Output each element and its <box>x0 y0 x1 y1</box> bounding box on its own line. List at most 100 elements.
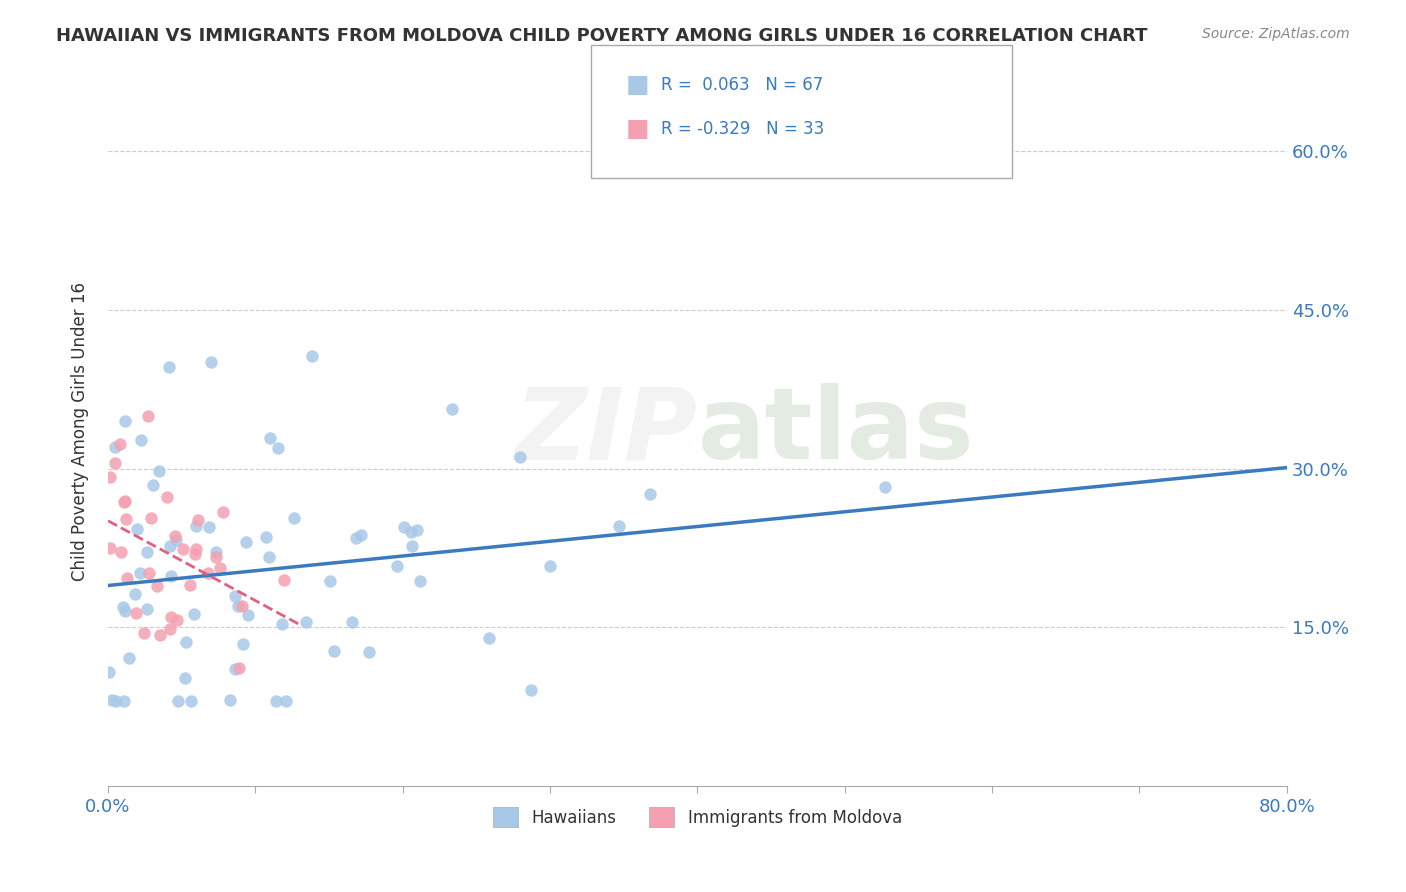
Point <box>520 682 543 697</box>
Point <box>134 625 156 640</box>
Point <box>264 694 287 708</box>
Point <box>183 547 205 561</box>
Point <box>232 637 254 651</box>
Text: atlas: atlas <box>697 383 974 480</box>
Point <box>406 523 429 537</box>
Point <box>139 510 162 524</box>
Point <box>342 615 364 629</box>
Point <box>346 531 368 545</box>
Point <box>184 541 207 556</box>
Point <box>112 694 135 708</box>
Point <box>271 616 294 631</box>
Point <box>187 513 209 527</box>
Point <box>274 694 297 708</box>
Point <box>205 549 228 564</box>
Point <box>259 431 281 445</box>
Point <box>197 566 219 580</box>
Point <box>267 441 290 455</box>
Point <box>228 599 250 613</box>
Point <box>114 604 136 618</box>
Point <box>238 608 260 623</box>
Point <box>166 614 188 628</box>
Point <box>115 511 138 525</box>
Point <box>478 631 501 645</box>
Point <box>128 566 150 580</box>
Point <box>97 665 120 679</box>
Point <box>165 533 187 548</box>
Point <box>104 440 127 454</box>
Point <box>160 569 183 583</box>
Point <box>129 433 152 447</box>
Point <box>399 525 422 540</box>
Text: ZIP: ZIP <box>515 383 697 480</box>
Point <box>204 545 226 559</box>
Y-axis label: Child Poverty Among Girls Under 16: Child Poverty Among Girls Under 16 <box>72 282 89 581</box>
Point <box>231 599 253 614</box>
Point <box>184 519 207 533</box>
Legend: Hawaiians, Immigrants from Moldova: Hawaiians, Immigrants from Moldova <box>486 800 908 834</box>
Point <box>228 660 250 674</box>
Point <box>104 456 127 470</box>
Point <box>136 545 159 559</box>
Point <box>114 414 136 428</box>
Point <box>538 559 561 574</box>
Point <box>166 694 188 708</box>
Point <box>183 607 205 621</box>
Text: HAWAIIAN VS IMMIGRANTS FROM MOLDOVA CHILD POVERTY AMONG GIRLS UNDER 16 CORRELATI: HAWAIIAN VS IMMIGRANTS FROM MOLDOVA CHIL… <box>56 27 1147 45</box>
Point <box>607 519 630 533</box>
Point <box>100 693 122 707</box>
Point <box>401 539 423 553</box>
Point <box>118 650 141 665</box>
Point <box>159 622 181 636</box>
Point <box>283 511 305 525</box>
Point <box>180 694 202 708</box>
Point <box>440 402 463 417</box>
Point <box>200 354 222 368</box>
Point <box>224 589 246 603</box>
Point <box>318 574 340 588</box>
Point <box>172 542 194 557</box>
Point <box>156 490 179 504</box>
Point <box>273 574 295 588</box>
Point <box>108 437 131 451</box>
Point <box>301 349 323 363</box>
Point <box>111 600 134 615</box>
Text: ■: ■ <box>626 118 650 141</box>
Point <box>295 615 318 629</box>
Point <box>138 566 160 580</box>
Point <box>409 574 432 588</box>
Point <box>323 643 346 657</box>
Point <box>212 505 235 519</box>
Point <box>159 539 181 553</box>
Text: Source: ZipAtlas.com: Source: ZipAtlas.com <box>1202 27 1350 41</box>
Point <box>160 609 183 624</box>
Point <box>148 464 170 478</box>
Text: R =  0.063   N = 67: R = 0.063 N = 67 <box>661 76 823 94</box>
Point <box>110 544 132 558</box>
Point <box>98 541 121 556</box>
Point <box>149 628 172 642</box>
Point <box>224 663 246 677</box>
Point <box>387 559 409 574</box>
Point <box>509 450 531 465</box>
Point <box>125 522 148 536</box>
Point <box>638 487 661 501</box>
Point <box>115 571 138 585</box>
Point <box>136 602 159 616</box>
Point <box>392 520 415 534</box>
Point <box>873 480 896 494</box>
Point <box>105 694 128 708</box>
Point <box>179 578 201 592</box>
Point <box>350 528 373 542</box>
Text: ■: ■ <box>626 73 650 96</box>
Point <box>142 478 165 492</box>
Point <box>125 606 148 620</box>
Point <box>235 534 257 549</box>
Text: R = -0.329   N = 33: R = -0.329 N = 33 <box>661 120 824 138</box>
Point <box>219 692 242 706</box>
Point <box>114 494 136 508</box>
Point <box>112 495 135 509</box>
Point <box>145 579 167 593</box>
Point <box>124 587 146 601</box>
Point <box>254 530 277 544</box>
